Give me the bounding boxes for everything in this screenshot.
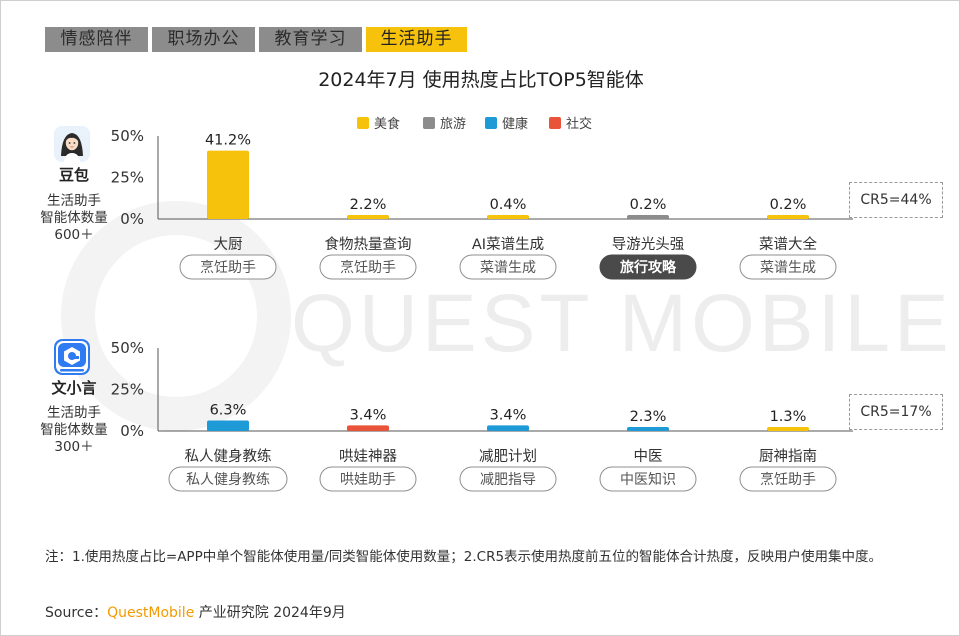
meta-line: 生活助手 bbox=[47, 405, 101, 421]
bar bbox=[207, 150, 249, 219]
y-tick-label: 50% bbox=[111, 127, 144, 145]
legend-label-food: 美食 bbox=[374, 117, 401, 132]
legend-swatch-travel bbox=[423, 117, 435, 129]
tag-pill bbox=[319, 466, 417, 492]
app-meta-doubao: 生活助手 智能体数量 600＋ bbox=[31, 193, 117, 244]
x-tick-label: 哄娃神器 bbox=[339, 448, 397, 465]
data-label: 1.3% bbox=[770, 409, 807, 425]
tag-pill bbox=[319, 254, 417, 280]
tag-label: 旅行攻略 bbox=[620, 259, 677, 276]
x-tick-label: 厨神指南 bbox=[759, 448, 817, 465]
data-label: 3.4% bbox=[490, 407, 527, 423]
legend-label-health: 健康 bbox=[502, 117, 529, 132]
y-tick-label: 0% bbox=[120, 210, 144, 228]
footnote: 注：1.使用热度占比=APP中单个智能体使用量/同类智能体使用数量；2.CR5表… bbox=[45, 549, 883, 565]
source-brand: QuestMobile bbox=[107, 605, 195, 621]
data-label: 0.2% bbox=[770, 197, 807, 213]
meta-line: 300＋ bbox=[54, 439, 94, 455]
y-tick-label: 50% bbox=[111, 339, 144, 357]
tag-pill bbox=[599, 254, 697, 280]
tag-label: 哄娃助手 bbox=[340, 472, 396, 488]
data-label: 2.3% bbox=[630, 409, 667, 425]
watermark-text: QUEST MOBILE bbox=[291, 278, 953, 369]
tab-education-learning[interactable]: 教育学习 bbox=[259, 27, 362, 52]
bar bbox=[627, 215, 669, 219]
source-prefix: Source： bbox=[45, 605, 108, 621]
cr5-box-wenxiaoyan: CR5=17% bbox=[849, 394, 943, 430]
legend-swatch-food bbox=[357, 117, 369, 129]
tab-workplace-office[interactable]: 职场办公 bbox=[152, 27, 255, 52]
bar bbox=[347, 215, 389, 219]
tag-pill bbox=[459, 466, 557, 492]
y-tick-label: 25% bbox=[111, 381, 144, 399]
bar bbox=[767, 215, 809, 219]
meta-line: 600＋ bbox=[54, 227, 94, 243]
legend-swatch-social bbox=[549, 117, 561, 129]
tag-pill bbox=[739, 466, 837, 492]
source-suffix: 产业研究院 2024年9月 bbox=[194, 605, 346, 621]
tag-label: 减肥指导 bbox=[480, 472, 536, 488]
tag-label: 烹饪助手 bbox=[340, 259, 396, 276]
app-name-wenxiaoyan: 文小言 bbox=[51, 379, 97, 397]
x-tick-label: 中医 bbox=[634, 448, 663, 465]
data-label: 0.2% bbox=[630, 197, 667, 213]
meta-line: 智能体数量 bbox=[40, 422, 108, 438]
x-tick-label: 食物热量查询 bbox=[325, 236, 412, 253]
y-tick-label: 25% bbox=[111, 169, 144, 187]
source-line: Source：QuestMobile 产业研究院 2024年9月 bbox=[45, 602, 346, 622]
tag-pill bbox=[459, 254, 557, 280]
tag-pill bbox=[599, 466, 697, 492]
x-tick-label: 减肥计划 bbox=[479, 448, 537, 465]
bar bbox=[487, 215, 529, 219]
x-tick-label: 菜谱大全 bbox=[759, 235, 817, 253]
legend-item-social: 社交 bbox=[549, 113, 592, 132]
legend-item-travel: 旅游 bbox=[423, 113, 466, 132]
x-tick-label: AI菜谱生成 bbox=[472, 236, 544, 253]
bar bbox=[627, 427, 669, 431]
legend-label-social: 社交 bbox=[566, 117, 593, 132]
legend-item-food: 美食 bbox=[357, 113, 400, 132]
data-label: 2.2% bbox=[350, 197, 387, 213]
legend-swatch-health bbox=[485, 117, 497, 129]
tag-label: 烹饪助手 bbox=[200, 259, 256, 276]
tab-life-assistant[interactable]: 生活助手 bbox=[366, 27, 467, 52]
data-label: 3.4% bbox=[350, 407, 387, 423]
cr5-box-doubao: CR5=44% bbox=[849, 182, 943, 218]
data-label: 6.3% bbox=[210, 403, 247, 419]
legend-item-health: 健康 bbox=[485, 113, 528, 132]
legend-label-travel: 旅游 bbox=[440, 117, 467, 132]
chart-title: 2024年7月 使用热度占比TOP5智能体 bbox=[318, 69, 644, 91]
bar bbox=[207, 420, 249, 431]
tag-pill bbox=[168, 466, 288, 492]
doubao-avatar-icon bbox=[54, 126, 90, 162]
tag-label: 私人健身教练 bbox=[186, 472, 270, 488]
tag-pill bbox=[739, 254, 837, 280]
data-label: 0.4% bbox=[490, 197, 527, 213]
x-tick-label: 导游光头强 bbox=[612, 236, 685, 253]
app-meta-wenxiaoyan: 生活助手 智能体数量 300＋ bbox=[31, 405, 117, 456]
bar bbox=[767, 427, 809, 431]
tag-label: 菜谱生成 bbox=[480, 260, 536, 276]
tag-pill bbox=[179, 254, 277, 280]
tab-emotional-companion[interactable]: 情感陪伴 bbox=[45, 27, 148, 52]
y-tick-label: 0% bbox=[120, 422, 144, 440]
wenxiaoyan-logo-icon bbox=[54, 339, 90, 375]
tag-label: 中医知识 bbox=[620, 471, 676, 488]
bar bbox=[347, 425, 389, 431]
app-name-doubao: 豆包 bbox=[58, 166, 89, 184]
tag-label: 烹饪助手 bbox=[760, 471, 816, 488]
x-tick-label: 大厨 bbox=[214, 236, 243, 253]
tag-label: 菜谱生成 bbox=[760, 260, 816, 276]
x-tick-label: 私人健身教练 bbox=[185, 448, 272, 465]
meta-line: 智能体数量 bbox=[40, 210, 108, 226]
data-label: 41.2% bbox=[205, 133, 251, 149]
meta-line: 生活助手 bbox=[47, 193, 101, 209]
bar bbox=[487, 425, 529, 431]
